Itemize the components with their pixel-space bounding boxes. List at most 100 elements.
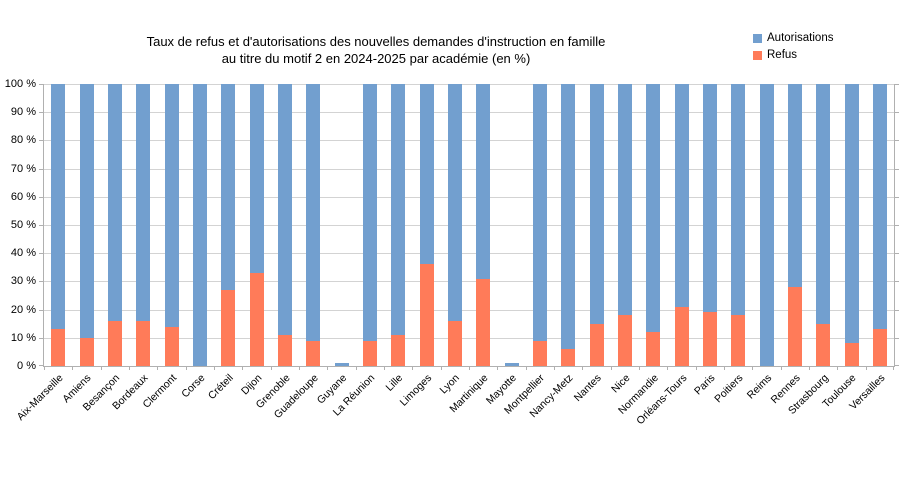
legend: Autorisations Refus: [753, 32, 833, 66]
bar-segment-autorisations: [334, 363, 349, 366]
bar-segment-autorisations: [561, 84, 576, 350]
bar-poitiers: [731, 84, 746, 366]
bar-limoges: [419, 84, 434, 366]
y-tick-mark-right: [894, 281, 899, 283]
y-tick-mark-left: [39, 225, 44, 226]
x-tick-mark: [185, 366, 187, 370]
x-axis-labels: Aix-Marseille Amiens Besançon Bordeaux Clerm…: [15, 370, 893, 483]
legend-item-refus: Refus: [753, 49, 833, 61]
gridline: [44, 281, 894, 283]
y-tick-mark-right: [894, 309, 899, 311]
x-tick-label: Lyon: [438, 372, 463, 397]
x-tick-mark: [837, 366, 839, 370]
y-tick-mark-left: [39, 140, 44, 142]
bar-segment-refus: [844, 343, 859, 366]
bar-aix-marseille: [51, 84, 66, 366]
y-tick-label: 50 %: [10, 219, 36, 231]
bar-segment-autorisations: [136, 84, 151, 321]
y-tick-mark-left: [39, 281, 44, 283]
y-tick-mark-right: [894, 168, 899, 170]
bar-segment-refus: [447, 320, 462, 366]
x-tick-label: Dijon: [238, 372, 264, 398]
x-tick-mark: [525, 366, 527, 370]
x-tick-mark: [214, 366, 215, 370]
y-axis: 0 % 10 % 20 % 30 % 40 % 50 % 60 % 70 % 80 % 90 % 1…: [0, 78, 37, 372]
y-tick-mark-right: [894, 337, 899, 339]
x-tick-mark: [469, 366, 470, 370]
bar-segment-refus: [221, 289, 236, 366]
bar-segment-autorisations: [419, 84, 434, 265]
bar-lyon: [447, 84, 462, 366]
bar-segment-autorisations: [816, 84, 831, 324]
y-tick-mark-left: [39, 84, 44, 85]
bar-segment-autorisations: [844, 84, 859, 344]
y-tick-mark-left: [39, 168, 44, 170]
bar-la-r-union: [362, 84, 377, 366]
y-tick-mark-left: [39, 309, 44, 311]
x-tick-mark: [129, 366, 130, 370]
bar-segment-refus: [816, 323, 831, 366]
legend-label: Refus: [767, 49, 798, 61]
gridline: [44, 112, 894, 114]
bar-corse: [192, 84, 207, 366]
bar-versailles: [872, 84, 887, 366]
bar-grenoble: [277, 84, 292, 366]
x-tick-mark: [752, 366, 754, 370]
bar-segment-autorisations: [192, 84, 207, 366]
bar-mayotte: [504, 84, 519, 366]
x-tick-mark: [355, 366, 357, 370]
bar-clermont: [164, 84, 179, 366]
y-tick-label: 30 %: [10, 275, 36, 288]
bar-nice: [617, 84, 632, 366]
bar-segment-refus: [731, 315, 746, 366]
bar-bordeaux: [136, 84, 151, 366]
x-tick-label: Créteil: [205, 372, 236, 402]
legend-swatch-autorisations: [753, 33, 762, 43]
y-tick-label: 10 %: [10, 331, 36, 344]
x-tick-mark: [865, 366, 867, 370]
chart-title-line1: Taux de refus et d'autorisations des nou…: [146, 34, 606, 49]
x-tick-mark: [809, 366, 810, 370]
x-tick-label: Lille: [383, 372, 406, 394]
x-tick-mark: [157, 366, 159, 370]
bar-montpellier: [532, 84, 547, 366]
bar-segment-refus: [107, 320, 122, 366]
x-tick-mark: [610, 366, 612, 370]
bar-segment-autorisations: [249, 84, 264, 273]
bar-segment-autorisations: [872, 84, 887, 330]
bar-segment-autorisations: [79, 84, 94, 338]
y-tick-label: 70 %: [10, 162, 36, 175]
x-tick-label: Poitiers: [712, 372, 746, 406]
bar-segment-autorisations: [617, 84, 632, 316]
y-tick-mark-left: [39, 253, 44, 255]
bar-segment-autorisations: [476, 84, 491, 279]
bar-segment-refus: [476, 278, 491, 366]
y-tick-label: 90 %: [10, 106, 36, 119]
bar-segment-autorisations: [674, 84, 689, 307]
x-tick-mark: [242, 366, 244, 370]
bar-segment-autorisations: [702, 84, 717, 313]
x-tick-mark: [384, 366, 385, 370]
y-tick-label: 40 %: [10, 247, 36, 260]
bar-segment-autorisations: [759, 84, 774, 366]
bar-besan-on: [107, 84, 122, 366]
y-tick-label: 100 %: [4, 78, 36, 90]
bar-segment-refus: [51, 329, 66, 366]
x-tick-mark: [893, 366, 894, 370]
y-tick-mark-right: [894, 112, 899, 114]
y-tick-mark-right: [894, 253, 899, 255]
bar-segment-autorisations: [447, 84, 462, 321]
bar-martinique: [476, 84, 491, 366]
x-tick-mark: [554, 366, 555, 370]
y-tick-mark-right: [894, 196, 899, 198]
y-tick-label: 80 %: [10, 134, 36, 147]
bar-segment-autorisations: [51, 84, 66, 330]
bar-segment-autorisations: [164, 84, 179, 327]
x-tick-mark: [695, 366, 697, 370]
x-tick-mark: [327, 366, 329, 370]
bar-guadeloupe: [306, 84, 321, 366]
y-tick-mark-right: [894, 140, 899, 142]
chart-title-line2: au titre du motif 2 en 2024-2025 par aca…: [221, 51, 531, 66]
legend-swatch-refus: [753, 50, 762, 60]
bar-cr-teil: [221, 84, 236, 366]
